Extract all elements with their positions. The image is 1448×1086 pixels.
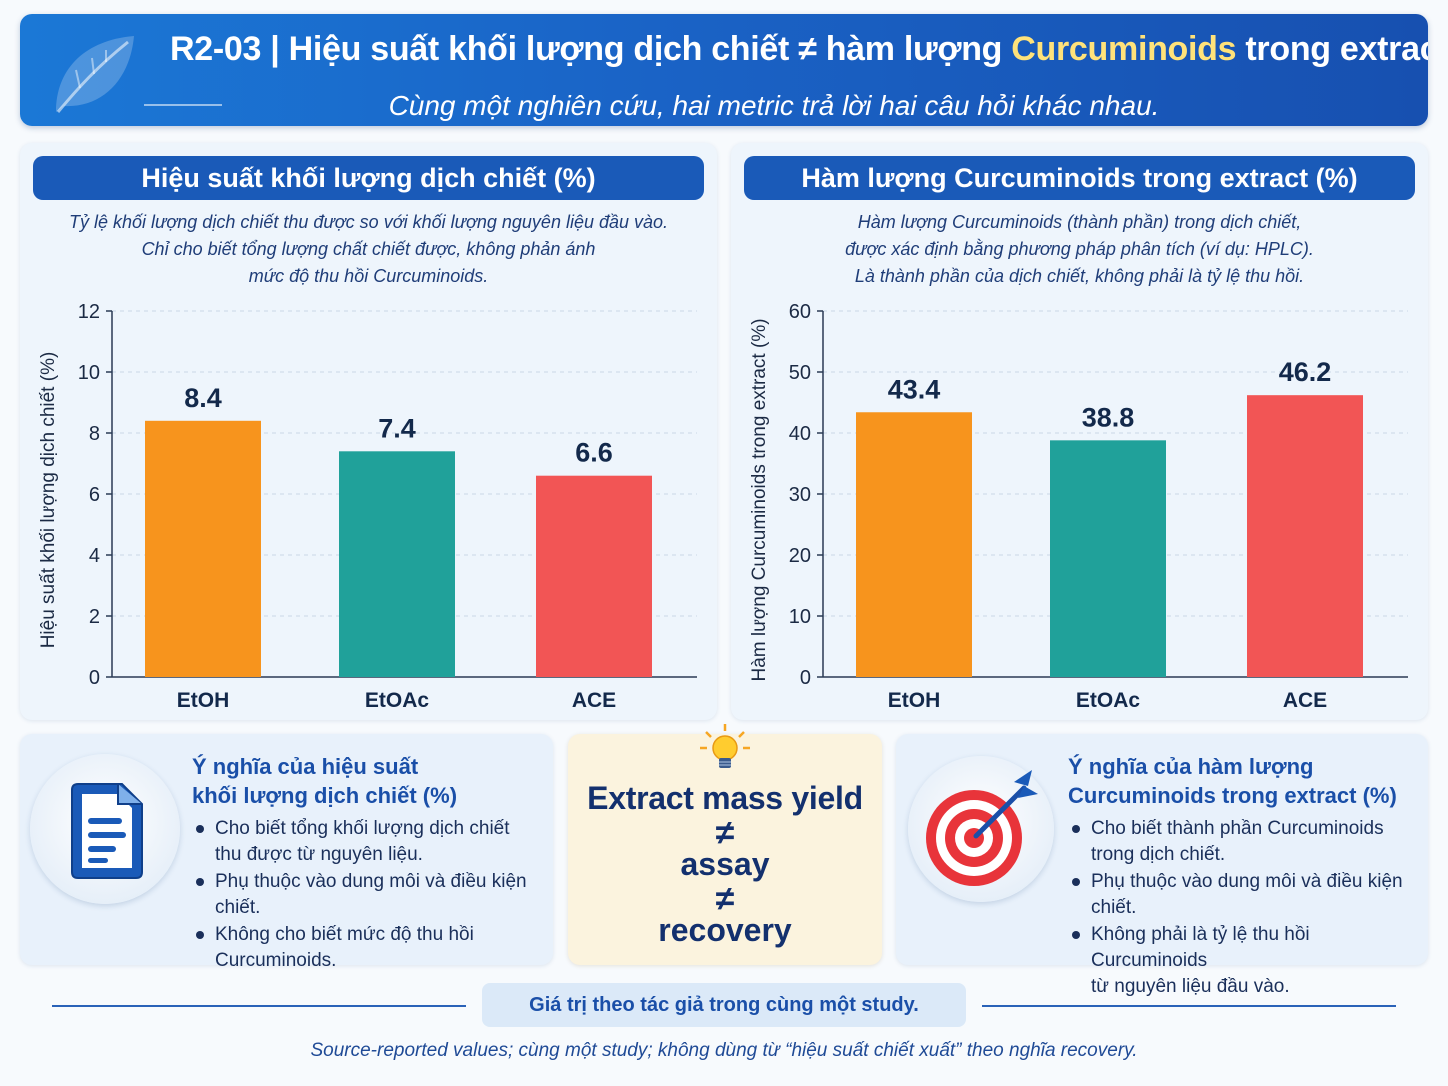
- chart-description-assay: Hàm lượng Curcuminoids (thành phần) tron…: [741, 209, 1418, 290]
- data-label: 43.4: [888, 374, 941, 404]
- data-label: 7.4: [378, 413, 416, 443]
- bar-ace: [536, 475, 652, 677]
- lightbulb-icon: [700, 724, 750, 768]
- y-axis-label: Hiệu suất khối lượng dịch chiết (%): [38, 352, 59, 649]
- card-title-yield: Ý nghĩa của hiệu suất khối lượng dịch ch…: [192, 754, 458, 808]
- y-tick-label: 20: [789, 545, 811, 567]
- x-tick-label: ACE: [1283, 689, 1327, 712]
- header-rule: [144, 104, 222, 106]
- list-item: Cho biết thành phần Curcuminoids trong dị…: [1072, 816, 1422, 868]
- document-icon: [71, 783, 143, 879]
- not-equal-sign: ≠: [715, 814, 735, 852]
- y-tick-label: 10: [78, 362, 100, 384]
- x-tick-label: EtOH: [888, 689, 941, 712]
- not-equal-sign: ≠: [715, 880, 735, 918]
- callout-box: Extract mass yield ≠ assay ≠ recovery: [568, 724, 882, 965]
- description-line: Tỷ lệ khối lượng dịch chiết thu được so …: [68, 212, 669, 232]
- y-tick-label: 40: [789, 423, 811, 445]
- callout-line-recovery: recovery: [658, 912, 792, 948]
- chart-panel-yield: Hiệu suất khối lượng dịch chiết (%) Tỷ l…: [20, 143, 717, 720]
- data-label: 46.2: [1279, 357, 1332, 387]
- data-label: 38.8: [1082, 402, 1135, 432]
- y-tick-label: 30: [789, 484, 811, 506]
- leaf-icon: [56, 36, 134, 113]
- x-tick-label: EtOH: [177, 689, 230, 712]
- footer-divider: [982, 1005, 1396, 1007]
- x-tick-label: ACE: [572, 689, 616, 712]
- bar-etoh: [856, 412, 972, 677]
- footer-divider: [52, 1005, 466, 1007]
- y-tick-label: 0: [800, 667, 811, 689]
- list-item: Không phải là tỷ lệ thu hồi Curcuminoids…: [1072, 922, 1422, 1000]
- y-tick-label: 60: [789, 301, 811, 323]
- chart-panel-assay: Hàm lượng Curcuminoids trong extract (%)…: [731, 143, 1428, 720]
- description-line: Là thành phần của dịch chiết, không phải…: [854, 266, 1305, 286]
- chart-heading-yield: Hiệu suất khối lượng dịch chiết (%): [33, 156, 704, 200]
- y-tick-label: 4: [89, 545, 100, 567]
- bar-chart-assay: 0 10 20 30 40 50 60 Hàm lượng Curcuminoids tron…: [749, 301, 1408, 712]
- info-card-assay: Ý nghĩa của hàm lượng Curcuminoids trong…: [896, 734, 1428, 997]
- bar-ace: [1247, 395, 1363, 677]
- chart-description-yield: Tỷ lệ khối lượng dịch chiết thu được so …: [30, 209, 707, 290]
- x-tick-label: EtOAc: [365, 689, 430, 712]
- page-title: R2-03 | Hiệu suất khối lượng dịch chiết …: [170, 30, 1428, 68]
- description-line: mức độ thu hồi Curcuminoids.: [248, 266, 489, 286]
- chart-heading-assay: Hàm lượng Curcuminoids trong extract (%): [744, 156, 1415, 200]
- y-tick-label: 50: [789, 362, 811, 384]
- title-highlight: Curcuminoids: [1011, 30, 1237, 68]
- header-banner: R2-03 | Hiệu suất khối lượng dịch chiết …: [20, 14, 1428, 126]
- footer-note: Giá trị theo tác giả trong cùng một stud…: [482, 983, 966, 1027]
- bar-chart-yield: 0 2 4 6 8 10 12 Hiệu suất khối lượng dịch chiết…: [38, 301, 697, 712]
- target-icon: [926, 770, 1038, 886]
- page-subtitle: Cùng một nghiên cứu, hai metric trả lời …: [388, 90, 1160, 121]
- list-item: Phụ thuộc vào dung môi và điều kiện chiế…: [196, 869, 546, 921]
- list-item: Không cho biết mức độ thu hồi Curcuminoid…: [196, 922, 546, 974]
- y-tick-label: 6: [89, 484, 100, 506]
- icon-circle: [30, 754, 180, 904]
- info-card-yield: Ý nghĩa của hiệu suất khối lượng dịch ch…: [20, 734, 553, 971]
- callout-line-mass-yield: Extract mass yield: [587, 780, 863, 816]
- list-item: Phụ thuộc vào dung môi và điều kiện chiế…: [1072, 869, 1422, 921]
- y-tick-label: 0: [89, 667, 100, 689]
- bar-etoac: [339, 451, 455, 677]
- y-tick-label: 8: [89, 423, 100, 445]
- y-tick-label: 2: [89, 606, 100, 628]
- bar-etoac: [1050, 440, 1166, 677]
- description-line: Hàm lượng Curcuminoids (thành phần) tron…: [857, 212, 1302, 232]
- icon-circle: [908, 756, 1054, 902]
- card-title-assay: Ý nghĩa của hàm lượng Curcuminoids trong…: [1068, 754, 1397, 808]
- x-tick-label: EtOAc: [1076, 689, 1141, 712]
- callout-line-assay: assay: [680, 846, 770, 882]
- card-bullets-yield: Cho biết tổng khối lượng dịch chiết thu đ…: [196, 816, 546, 975]
- bar-etoh: [145, 420, 261, 677]
- list-item: Cho biết tổng khối lượng dịch chiết thu đ…: [196, 816, 546, 868]
- description-line: Chỉ cho biết tổng lượng chất chiết được,…: [141, 239, 596, 259]
- data-label: 8.4: [184, 383, 222, 413]
- y-tick-label: 10: [789, 606, 811, 628]
- data-label: 6.6: [575, 438, 613, 468]
- y-tick-label: 12: [78, 301, 100, 323]
- description-line: được xác định bằng phương pháp phân tích…: [845, 239, 1314, 259]
- card-bullets-assay: Cho biết thành phần Curcuminoids trong dị…: [1072, 816, 1422, 1001]
- source-note: Source-reported values; cùng một study; …: [310, 1040, 1138, 1061]
- y-axis-label: Hàm lượng Curcuminoids trong extract (%): [749, 318, 770, 681]
